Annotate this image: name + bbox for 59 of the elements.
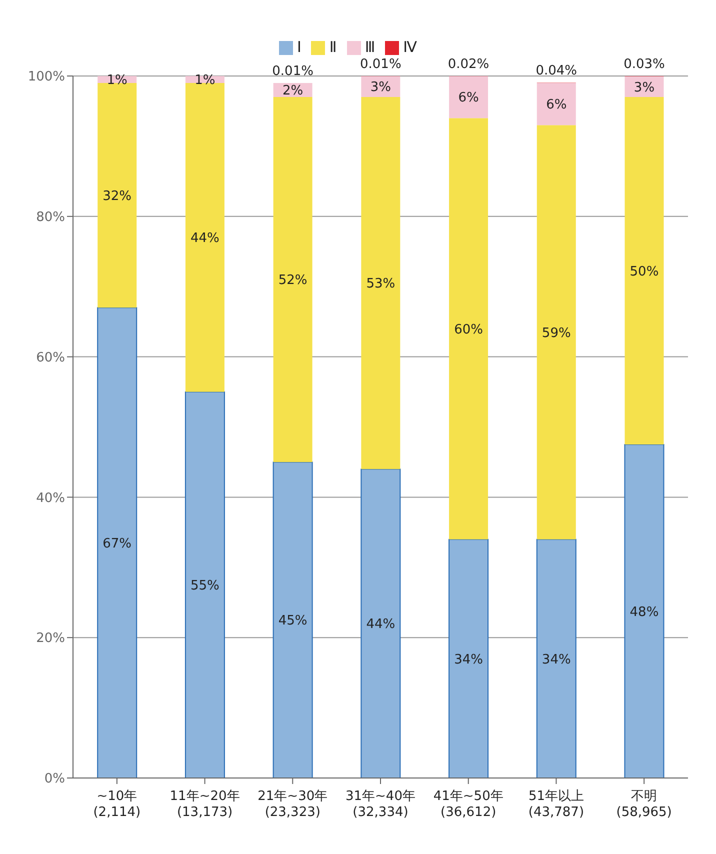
data-label: 48% — [630, 604, 659, 620]
bar — [624, 444, 664, 778]
data-label: 50% — [630, 264, 659, 280]
bar — [624, 97, 664, 445]
x-tick-label: 51年以上 (43,787) — [528, 789, 584, 820]
bar — [360, 468, 401, 778]
x-tick-label: 31年~40年 (32,334) — [346, 789, 416, 820]
x-tick-label: 41年~50年 (36,612) — [433, 789, 504, 820]
data-label: 45% — [278, 614, 308, 629]
y-tick-label: 40% — [36, 490, 65, 506]
y-tick-label: 100% — [28, 70, 65, 85]
x-tick-label: ~10年 (2,114) — [93, 789, 141, 820]
bar — [449, 76, 488, 118]
legend-label: Ⅰ — [296, 38, 302, 56]
data-label: 2% — [282, 84, 304, 99]
data-label: 0.02% — [448, 57, 490, 72]
bar — [624, 76, 664, 98]
legend-label: Ⅳ — [403, 38, 417, 56]
bar — [272, 462, 313, 778]
x-tick-label: 21年~30年 (23,323) — [258, 789, 328, 820]
bar — [273, 97, 312, 462]
data-label: 6% — [458, 90, 479, 106]
bar — [536, 83, 576, 126]
data-label: 0.01% — [272, 64, 314, 79]
x-tick-label: 不明 (58,965) — [616, 789, 672, 820]
legend-label: Ⅱ — [329, 38, 337, 56]
data-label: 3% — [370, 80, 391, 96]
data-label: 44% — [366, 617, 396, 632]
data-label: 34% — [542, 652, 571, 668]
data-label: 0.01% — [360, 57, 402, 72]
data-label: 3% — [634, 80, 655, 96]
legend-label: Ⅲ — [364, 38, 376, 56]
bar — [449, 118, 488, 540]
y-tick-label: 80% — [36, 210, 65, 226]
data-label: 44% — [190, 231, 220, 246]
data-label: 32% — [102, 188, 132, 204]
bar — [536, 538, 576, 778]
bar — [536, 125, 576, 540]
data-label: 67% — [102, 536, 132, 552]
bar — [361, 76, 400, 98]
bar — [97, 307, 138, 778]
data-label: 34% — [454, 652, 483, 668]
bar — [185, 83, 224, 392]
data-label: 59% — [542, 326, 571, 341]
data-label: 60% — [454, 322, 483, 338]
data-label: 0.04% — [536, 64, 578, 79]
y-tick-label: 60% — [36, 350, 65, 366]
y-tick-label: 20% — [36, 631, 65, 646]
data-label: 52% — [278, 273, 308, 288]
bar — [361, 97, 400, 470]
bar — [448, 538, 489, 778]
data-label: 55% — [190, 578, 220, 594]
data-label: 6% — [546, 98, 567, 113]
data-label: 0.03% — [624, 57, 665, 72]
bar — [184, 391, 225, 778]
data-label: 53% — [366, 276, 396, 292]
bar — [98, 83, 137, 308]
x-tick-label: 11年~20年 (13,173) — [170, 789, 240, 820]
y-tick-label: 0% — [44, 772, 65, 787]
